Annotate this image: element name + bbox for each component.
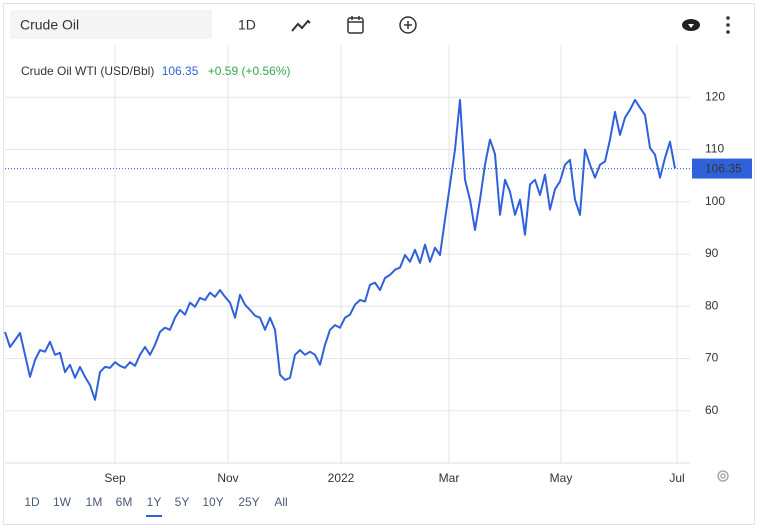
chart-type-icon[interactable] xyxy=(291,19,311,32)
y-tick-label: 60 xyxy=(705,403,719,417)
settings-icon[interactable] xyxy=(717,470,729,482)
x-tick-label: Sep xyxy=(104,471,126,485)
last-price-label: 106.35 xyxy=(705,162,742,176)
range-button[interactable]: 5Y xyxy=(175,495,190,509)
range-button[interactable]: 6M xyxy=(116,495,133,509)
x-tick-label: May xyxy=(550,471,573,485)
change: +0.59 (+0.56%) xyxy=(208,64,291,78)
range-button[interactable]: 1M xyxy=(86,495,103,509)
add-icon[interactable] xyxy=(399,16,417,34)
y-tick-label: 90 xyxy=(705,246,719,260)
interval-button[interactable]: 1D xyxy=(238,17,256,33)
y-tick-label: 70 xyxy=(705,351,719,365)
range-button[interactable]: 1W xyxy=(53,495,72,509)
range-button[interactable]: 1Y xyxy=(147,495,162,509)
frame xyxy=(3,3,755,525)
plot-area: 60 70 80 90 100 110 120 Sep Nov 2022 Mar May Jul 106.… xyxy=(4,45,752,485)
calendar-icon[interactable] xyxy=(347,16,364,34)
x-tick-label: Nov xyxy=(217,471,238,485)
y-tick-label: 120 xyxy=(705,89,725,103)
price-line xyxy=(4,98,676,401)
last-value: 106.35 xyxy=(162,64,199,78)
range-button[interactable]: 25Y xyxy=(238,495,259,509)
range-button[interactable]: All xyxy=(274,495,287,509)
menu-icon[interactable] xyxy=(726,16,730,34)
range-selector: 1D 1W 1M 6M 1Y 5Y 10Y 25Y All xyxy=(24,495,288,517)
x-tick-label: Jul xyxy=(669,471,684,485)
y-tick-label: 100 xyxy=(705,194,725,208)
search-text[interactable]: Crude Oil xyxy=(20,17,79,33)
download-icon[interactable] xyxy=(682,19,700,31)
range-button[interactable]: 10Y xyxy=(202,495,223,509)
chart-title: Crude Oil WTI (USD/Bbl) xyxy=(21,64,154,78)
range-button[interactable]: 1D xyxy=(24,495,40,509)
x-tick-label: Mar xyxy=(439,471,460,485)
search-box[interactable] xyxy=(10,10,212,39)
y-tick-label: 80 xyxy=(705,298,719,312)
x-tick-label: 2022 xyxy=(328,471,355,485)
last-price-tag xyxy=(692,158,752,179)
y-tick-label: 110 xyxy=(705,142,724,156)
chart-header: Crude Oil WTI (USD/Bbl) 106.35 +0.59 (+0… xyxy=(21,64,290,78)
